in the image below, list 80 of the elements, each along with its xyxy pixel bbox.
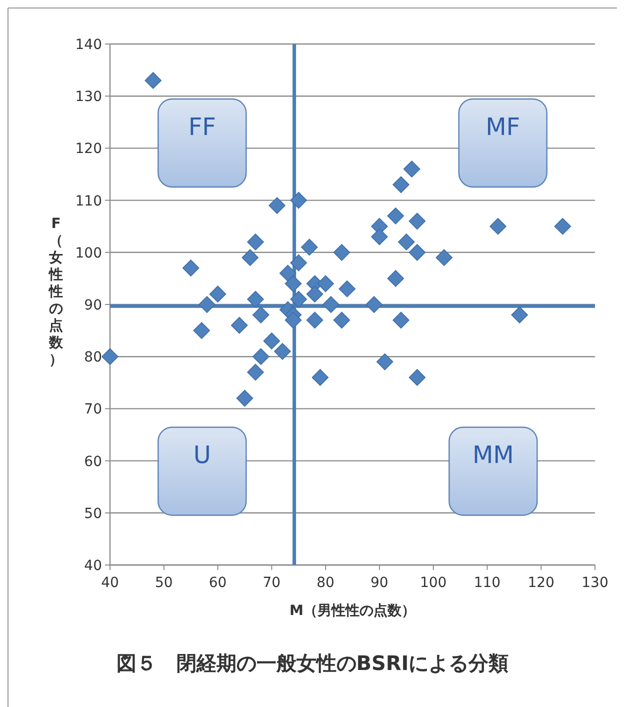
point (284, 275, 302, 292)
x-tick-label: 80 (316, 575, 334, 591)
annotation: MF (458, 98, 548, 188)
annotation: MM (448, 426, 538, 516)
y-tick-label: 70 (84, 402, 102, 418)
point (392, 176, 410, 194)
annotation: U (193, 441, 211, 470)
point (252, 306, 270, 324)
point (338, 280, 356, 298)
point (247, 234, 264, 250)
point (198, 296, 216, 313)
point (236, 390, 254, 407)
x-tick-label: 50 (154, 575, 173, 591)
point (263, 332, 280, 350)
point (247, 290, 264, 308)
y-tick-label: 90 (84, 298, 102, 314)
x-tick-label: 90 (370, 575, 388, 591)
point (387, 208, 404, 224)
point (322, 296, 340, 313)
point (387, 270, 404, 287)
point (306, 286, 324, 302)
point (274, 342, 291, 360)
point (290, 254, 308, 272)
point (408, 212, 426, 230)
point (312, 369, 329, 386)
point (317, 275, 334, 292)
point (511, 306, 528, 324)
point (209, 286, 226, 302)
x-tick-label: 130 (582, 575, 608, 591)
point (408, 369, 426, 386)
y-tick-label: 80 (84, 350, 102, 366)
y-tick-label: 60 (84, 454, 102, 470)
point (268, 197, 286, 214)
y-tick-label: 120 (75, 141, 102, 158)
point (284, 312, 302, 329)
x-tick-label: 120 (528, 575, 554, 591)
point (436, 249, 453, 266)
point (403, 160, 420, 178)
text: F（女性性の点数） (49, 216, 63, 368)
y-tick-label: 40 (84, 558, 102, 574)
y-tick-label: 100 (75, 245, 102, 262)
point (408, 244, 426, 261)
point (290, 290, 308, 308)
y-tick-label: 130 (75, 89, 102, 106)
x-tick-label: 70 (262, 575, 281, 591)
annotation: MF (486, 112, 520, 141)
point (376, 353, 394, 370)
point (102, 348, 118, 365)
point (279, 264, 296, 282)
y-tick-label: 140 (75, 37, 102, 53)
point (300, 238, 318, 256)
point (182, 260, 200, 276)
point (490, 218, 506, 235)
x-tick-label: 100 (420, 575, 447, 591)
point (333, 244, 350, 261)
text: 図５ 閉経期の一般女性のBSRIによる分類 (116, 651, 509, 675)
point (333, 312, 350, 329)
annotation: FF (158, 98, 247, 188)
point (366, 296, 382, 313)
point (230, 316, 248, 334)
point (392, 312, 410, 329)
x-tick-label: 40 (101, 575, 119, 591)
annotation: FF (188, 112, 216, 141)
annotation: MM (472, 441, 514, 470)
x-tick-label: 60 (208, 575, 227, 591)
point (290, 192, 308, 209)
point (247, 364, 264, 381)
point (306, 312, 324, 329)
point (242, 249, 259, 266)
point (252, 348, 270, 365)
annotation: U (158, 426, 247, 516)
point (144, 72, 162, 89)
x-axis-title: M（男性性の点数） (290, 603, 416, 619)
point (371, 228, 388, 246)
point (554, 218, 572, 235)
y-tick-label: 50 (84, 506, 102, 522)
point (193, 322, 210, 339)
point (398, 234, 415, 250)
y-tick-label: 110 (75, 193, 102, 210)
x-tick-label: 110 (474, 575, 501, 591)
